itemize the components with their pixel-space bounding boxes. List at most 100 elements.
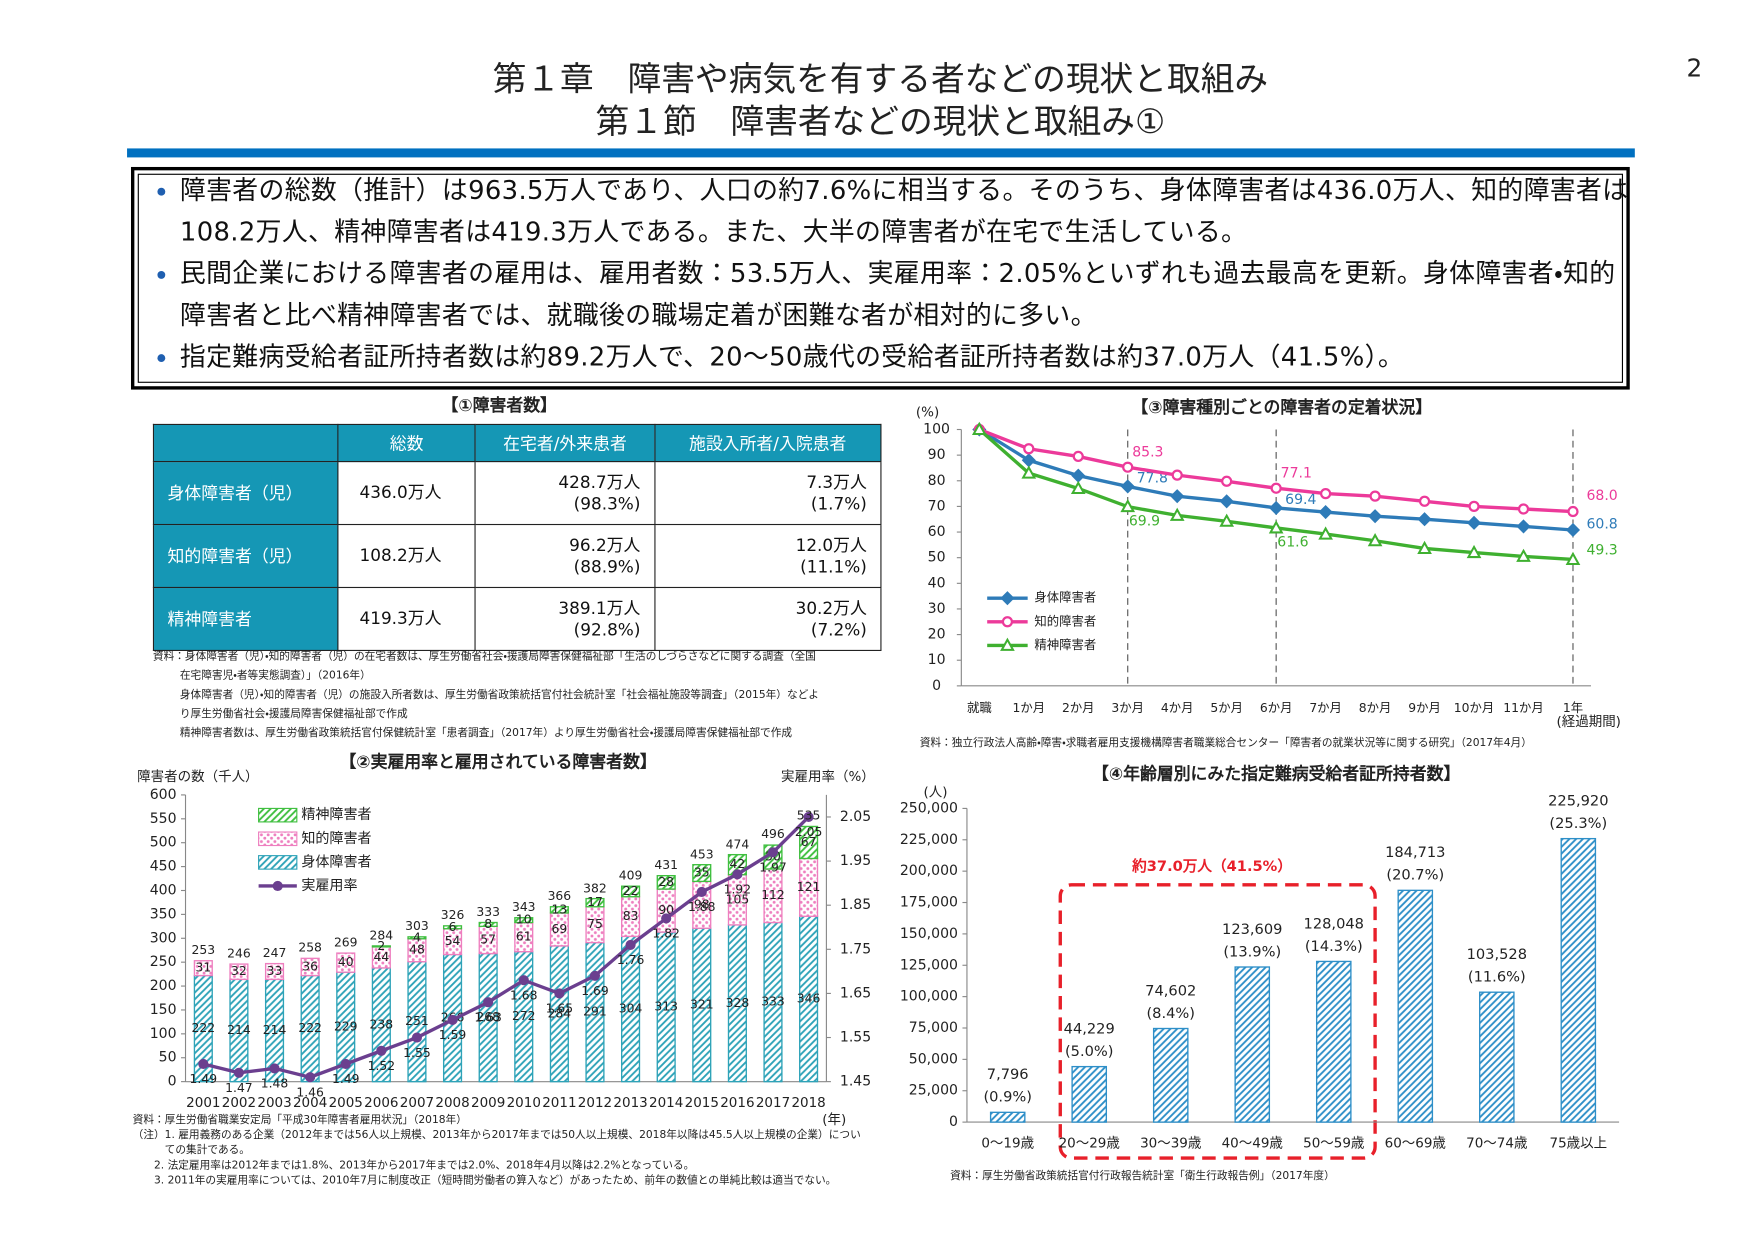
segment-label: 13 [552, 902, 568, 916]
x-tick-label: 2007 [400, 1095, 434, 1111]
bar [621, 885, 641, 898]
data-point [1367, 533, 1383, 547]
value-label: 225,920 [1548, 793, 1608, 810]
data-point [1517, 503, 1530, 515]
series-line [978, 428, 1574, 562]
legend-label: 精神障害者 [301, 807, 371, 823]
x-tick-label: 2014 [649, 1095, 683, 1111]
segment-label: 32 [231, 964, 247, 978]
x-tick-label: 7か月 [1309, 701, 1342, 715]
segment-label: 222 [298, 1021, 322, 1035]
bar [371, 945, 391, 948]
value-label: 69.9 [1129, 513, 1160, 529]
data-point [1319, 487, 1332, 500]
x-tick-label: 2015 [685, 1095, 719, 1111]
data-point [1567, 505, 1579, 518]
segment-label: 8 [484, 917, 492, 931]
bar [1071, 1065, 1108, 1123]
segment-label: 35 [694, 866, 710, 880]
legend-swatch [258, 831, 298, 847]
rate-label: 1.48 [261, 1077, 289, 1091]
y-tick-label: 225,000 [900, 832, 958, 848]
total-label: 269 [334, 935, 358, 949]
rate-label: 1.59 [439, 1028, 467, 1042]
table-title: 【①障害者数】 [441, 395, 556, 415]
total-cell: 419.3万人 [337, 586, 477, 652]
rate-point [305, 1072, 316, 1083]
y-tick-label: 450 [150, 859, 177, 875]
bar [799, 825, 819, 860]
y-tick-label: 150,000 [900, 926, 958, 942]
share-label: (0.9%) [983, 1089, 1032, 1106]
y-tick-label: 20 [928, 627, 946, 643]
value-label: 69.4 [1285, 492, 1316, 508]
value-label: 77.1 [1281, 466, 1312, 482]
facility-cell: 7.3万人 (1.7%) [653, 460, 882, 526]
row-header: 精神障害者 [152, 586, 339, 652]
y-tick-label: 200 [150, 978, 177, 994]
total-label: 409 [619, 869, 643, 883]
share-label: (13.9%) [1223, 943, 1281, 960]
x-tick-label: 5か月 [1210, 701, 1243, 715]
x-tick-label: 4か月 [1161, 701, 1194, 715]
x-tick-label: 2012 [578, 1095, 612, 1111]
data-point [1565, 551, 1581, 565]
title: 【③障害種別ごとの障害者の定着状況】 [1131, 397, 1432, 417]
x-tick-label: 40〜49歳 [1222, 1135, 1284, 1151]
y-tick-label: 30 [928, 601, 946, 617]
rate-point [411, 1032, 423, 1043]
x-tick-label: 20〜29歳 [1059, 1135, 1121, 1151]
cell-share: (7.2%) [810, 618, 867, 640]
title: 【④年齢層別にみた指定難病受給者証所持者数】 [1092, 764, 1460, 784]
summary-box-inner [137, 173, 1624, 383]
rate-point [233, 1067, 244, 1078]
total-label: 382 [583, 881, 607, 895]
segment-label: 42 [730, 857, 746, 871]
data-point [971, 421, 987, 436]
data-point [1023, 443, 1035, 455]
data-point [1072, 450, 1084, 463]
rate-point [447, 1014, 458, 1025]
total-label: 535 [797, 808, 821, 822]
rate-point [376, 1045, 387, 1056]
column-header: 施設入所者/入院患者 [653, 423, 882, 463]
segment-label: 10 [516, 913, 532, 927]
rate-label: 1.63 [474, 1010, 502, 1024]
y-tick-label: 350 [150, 906, 177, 922]
legend-marker [1000, 591, 1015, 606]
rate-point [696, 886, 707, 898]
data-point [1516, 519, 1531, 534]
rate-point [483, 997, 494, 1008]
page-number: 2 [1687, 54, 1703, 83]
x-tick-label: 50〜59歳 [1303, 1135, 1365, 1151]
y-tick-label: 90 [928, 447, 946, 463]
bar [264, 962, 285, 981]
x-tick-label: 2か月 [1062, 701, 1095, 715]
y-tick-label: 50,000 [909, 1051, 958, 1067]
x-tick-label: 8か月 [1359, 701, 1392, 715]
legend-swatch [258, 855, 298, 870]
disability-table: 総数 在宅者/外来患者 施設入所者/入院患者 身体障害者（児） 436.0万人 … [152, 423, 882, 652]
x-tick-label: 75歳以上 [1550, 1135, 1608, 1151]
data-point [1516, 548, 1531, 562]
legend-label: 知的障害者 [1034, 613, 1096, 628]
facility-cell: 30.2万人 (7.2%) [653, 586, 882, 652]
column-header: 在宅者/外来患者 [474, 423, 656, 463]
y-tick-label: 80 [928, 473, 946, 489]
cell-share: (92.8%) [573, 618, 641, 640]
segment-label: 214 [263, 1023, 287, 1037]
segment-label: 67 [801, 835, 817, 849]
legend-label: 身体障害者 [1034, 590, 1096, 605]
y-tick-label: 550 [150, 811, 177, 827]
x-tick-label: 2004 [293, 1095, 327, 1111]
value-label: 85.3 [1132, 445, 1163, 461]
y-tick-label: 25,000 [909, 1083, 958, 1099]
source-note: 資料：厚生労働省政策統括官付行政報告統計室「衛生行政報告例」（2017年度） [950, 1169, 1335, 1182]
rate-label: 2.05 [795, 825, 823, 839]
value-label: 74,602 [1145, 982, 1196, 999]
rate-point [518, 975, 529, 986]
x-tick-label: 3か月 [1111, 701, 1144, 715]
y-tick-label: 300 [150, 930, 177, 946]
